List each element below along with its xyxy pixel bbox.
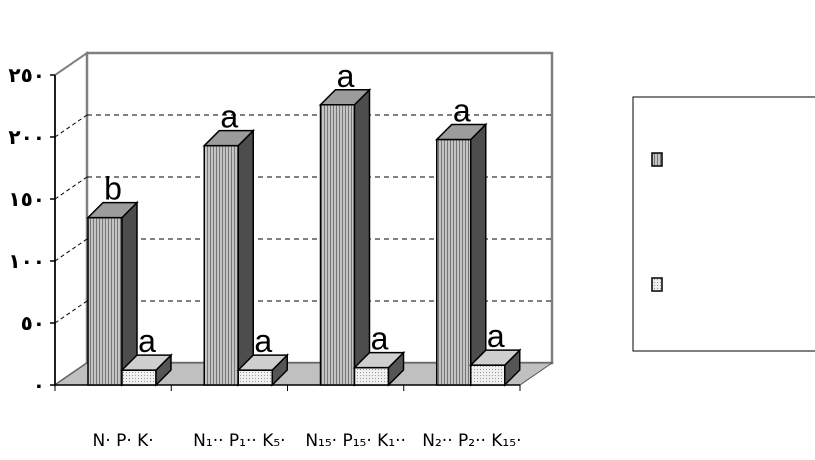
bar-side [237,128,254,387]
y-tick-label: ٢٠٠ [8,125,45,149]
bar-top [202,129,256,147]
data-label: a [337,58,355,94]
x-tick-label: N₁₅· P₁₅· K₁·· [305,431,406,451]
x-tick-label: N· P· K· [93,431,154,451]
data-label: b [104,171,122,207]
x-tick-label: N₂·· P₂·· K₁₅· [422,431,521,451]
bar-top [236,354,290,371]
axes: ٠ ٥٠ ١٠٠ ١٥٠ ٢٠٠ ٢٥٠ N· P· K· N₁·· P₁·· K₅· N₁₅·… [8,63,521,451]
bar [121,369,157,386]
bar-top [352,351,406,369]
y-tick-label: ٥٠ [21,311,45,335]
bar-top [318,89,372,106]
bar [353,366,390,386]
y-tick-label: ١٠٠ [8,249,45,273]
bar [87,216,123,386]
data-label: a [487,318,505,354]
bar [203,144,239,386]
bar [319,104,356,386]
bar [436,138,472,386]
bar [237,369,273,386]
side-wall [54,51,88,387]
legend [632,96,815,352]
y-tick-label: ٠ [33,373,45,397]
data-label: a [254,323,272,359]
legend-box [632,96,815,352]
data-label: a [138,323,156,359]
x-tick-label: N₁·· P₁·· K₅· [193,431,285,451]
data-label: a [371,321,389,357]
legend-swatch [651,152,663,167]
y-tick-label: ٢٥٠ [8,63,45,87]
y-tick-label: ١٥٠ [8,187,45,211]
bar-top [120,354,173,371]
bars [86,87,522,387]
data-label: a [453,92,471,128]
bar-top [86,201,139,219]
bar [470,364,506,386]
legend-swatch [651,277,663,292]
data-labels: b a a a a a a a [104,58,505,359]
bar-top [434,123,488,141]
data-label: a [220,99,238,135]
bar-side [353,87,371,387]
bar-top [468,349,522,366]
bar-side [470,122,487,387]
